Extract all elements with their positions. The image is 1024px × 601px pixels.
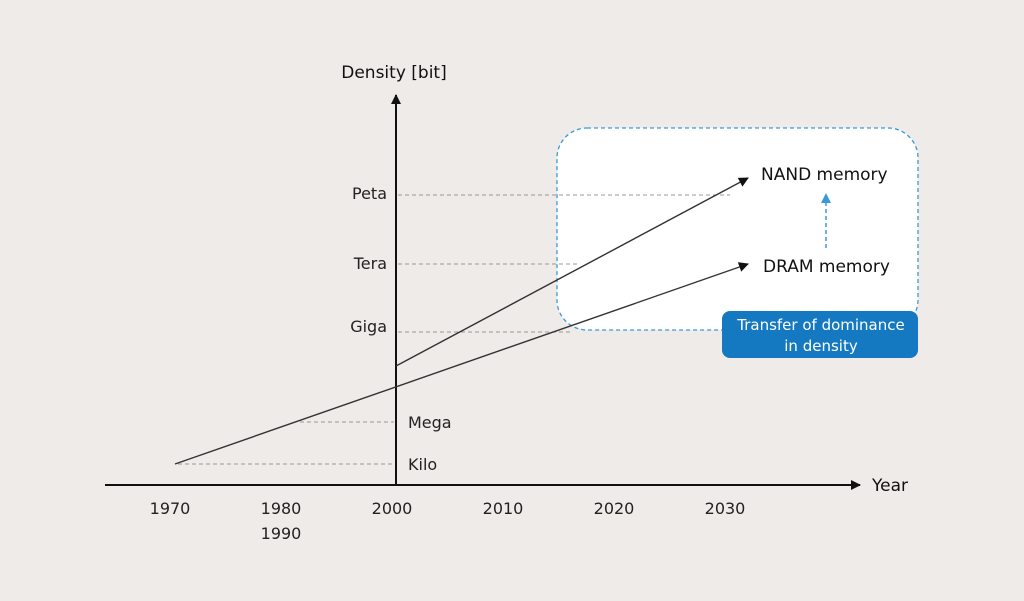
callout-line-2: in density <box>784 337 858 355</box>
y-label-kilo: Kilo <box>408 455 437 474</box>
y-label-mega: Mega <box>408 413 452 432</box>
y-label-peta: Peta <box>352 184 387 203</box>
y-label-giga: Giga <box>350 317 387 336</box>
dram-trend-line <box>174 262 749 465</box>
y-label-tera: Tera <box>353 254 387 273</box>
highlight-box <box>556 127 919 331</box>
x-tick-2030: 2030 <box>705 499 746 518</box>
x-axis-title: Year <box>871 476 908 496</box>
dram-memory-label: DRAM memory <box>763 257 890 277</box>
guide-lines <box>178 194 730 465</box>
x-tick-2010: 2010 <box>483 499 524 518</box>
nand-trend-line <box>395 177 749 367</box>
x-tick-1980: 1980 <box>261 499 302 518</box>
y-axis-title: Density [bit] <box>341 63 446 83</box>
callout-line-1: Transfer of dominance <box>736 316 904 334</box>
x-tick-1990: 1990 <box>261 524 302 543</box>
x-tick-2000: 2000 <box>372 499 413 518</box>
x-tick-2020: 2020 <box>594 499 635 518</box>
x-tick-1970: 1970 <box>150 499 191 518</box>
callout-badge <box>722 311 918 358</box>
nand-memory-label: NAND memory <box>761 165 888 185</box>
